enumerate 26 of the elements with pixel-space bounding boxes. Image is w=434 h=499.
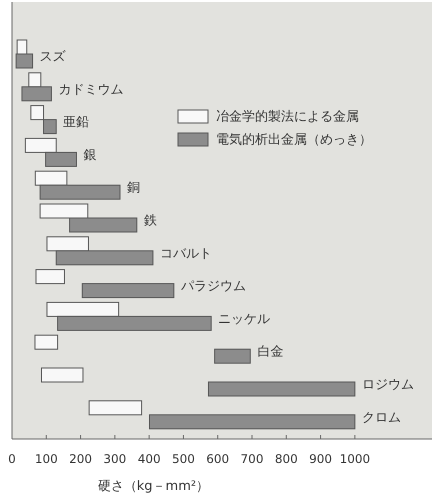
- x-tick-label: 100: [34, 452, 58, 466]
- y-tick-label: スズ: [40, 50, 67, 65]
- x-tick-label: 600: [206, 452, 230, 466]
- y-tick-label: パラジウム: [180, 279, 246, 294]
- x-tick-label: 800: [274, 452, 298, 466]
- x-axis-title: 硬さ（kg－mm²）: [98, 479, 210, 494]
- x-tick-label: 500: [172, 452, 195, 466]
- y-tick-label: 鉄: [144, 214, 157, 229]
- x-tick-label: 400: [138, 452, 161, 466]
- legend-label: 冶金学的製法による金属: [216, 110, 359, 125]
- y-tick-label: ロジウム: [362, 378, 414, 393]
- x-tick-label: 900: [309, 452, 332, 466]
- x-tick-label: 0: [8, 452, 16, 466]
- x-tick-label: 300: [103, 452, 126, 466]
- y-tick-label: 亜鉛: [63, 115, 90, 130]
- y-tick-label: 銀: [83, 148, 96, 163]
- x-tick-label: 1000: [340, 452, 370, 466]
- x-tick-label: 200: [69, 452, 92, 466]
- y-tick-label: カドミウム: [58, 82, 124, 98]
- x-tick-label: 700: [240, 452, 264, 466]
- y-tick-label: 銅: [127, 180, 140, 196]
- y-tick-label: コバルト: [160, 246, 212, 262]
- y-tick-label: クロム: [362, 410, 401, 426]
- y-tick-label: 白金: [257, 344, 284, 360]
- y-tick-label: ニッケル: [218, 312, 270, 327]
- legend-label: 電気的析出金属（めっき）: [216, 132, 372, 148]
